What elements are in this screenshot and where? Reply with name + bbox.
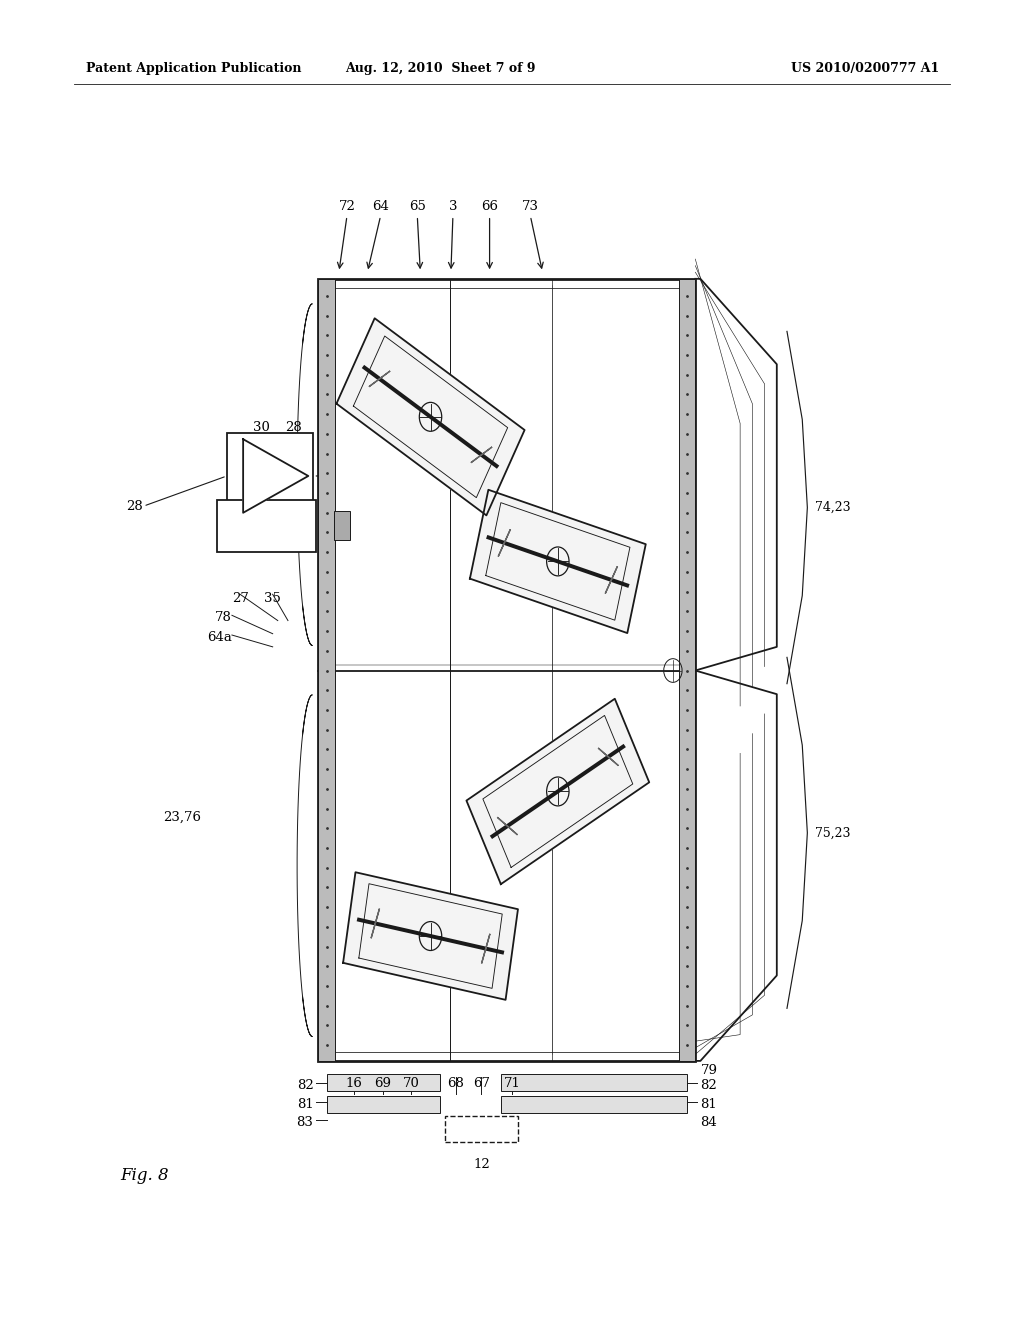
Text: 82: 82 [700,1080,717,1093]
Text: 30: 30 [253,421,270,434]
Bar [502,1074,687,1092]
Text: 65: 65 [409,201,426,213]
Bar [318,279,335,1061]
Polygon shape [605,566,617,594]
Text: 68: 68 [447,1077,465,1090]
Text: 28: 28 [127,500,143,512]
Text: Patent Application Publication: Patent Application Publication [86,62,302,75]
Text: 72: 72 [339,201,355,213]
Text: 23,77: 23,77 [249,495,288,507]
Text: 74,23: 74,23 [815,502,851,513]
Bar [327,1074,440,1092]
Text: 16: 16 [346,1077,362,1090]
Polygon shape [498,817,517,834]
Text: 81: 81 [297,1098,313,1110]
Bar [334,511,350,540]
Polygon shape [481,933,489,964]
Text: Aug. 12, 2010  Sheet 7 of 9: Aug. 12, 2010 Sheet 7 of 9 [345,62,536,75]
Bar [318,279,695,1061]
Text: 27: 27 [231,591,249,605]
Polygon shape [471,447,493,463]
Polygon shape [499,529,510,557]
Bar [326,288,688,1052]
Text: 35: 35 [264,591,282,605]
Polygon shape [243,440,308,512]
Bar [679,279,695,1061]
Text: 64a: 64a [207,631,231,644]
Text: 70: 70 [402,1077,420,1090]
Text: 3: 3 [449,201,457,213]
Polygon shape [470,490,646,634]
Polygon shape [371,908,380,939]
Polygon shape [337,318,524,515]
Text: 23,76: 23,76 [164,812,202,824]
Text: 78: 78 [215,611,231,624]
Text: US 2010/0200777 A1: US 2010/0200777 A1 [792,62,940,75]
Polygon shape [343,873,518,999]
Text: 73: 73 [522,201,539,213]
Text: 82: 82 [297,1080,313,1093]
Text: Fig. 8: Fig. 8 [120,1167,169,1184]
Text: 66: 66 [481,201,498,213]
Text: 81: 81 [700,1098,717,1110]
Text: 71: 71 [504,1077,520,1090]
Text: 79: 79 [700,1064,718,1077]
Text: 67: 67 [473,1077,489,1090]
Polygon shape [369,371,390,387]
Bar [227,433,313,519]
Bar [444,1117,518,1142]
Bar [217,500,316,552]
Text: 28: 28 [285,421,301,434]
Text: 83: 83 [297,1117,313,1129]
Text: 75,23: 75,23 [815,826,851,840]
Text: 84: 84 [700,1117,717,1129]
Bar [327,1097,440,1114]
Text: 64: 64 [372,201,389,213]
Bar [502,1097,687,1114]
Polygon shape [598,748,618,766]
Text: 12: 12 [473,1158,489,1171]
Text: 69: 69 [374,1077,391,1090]
Polygon shape [466,698,649,884]
